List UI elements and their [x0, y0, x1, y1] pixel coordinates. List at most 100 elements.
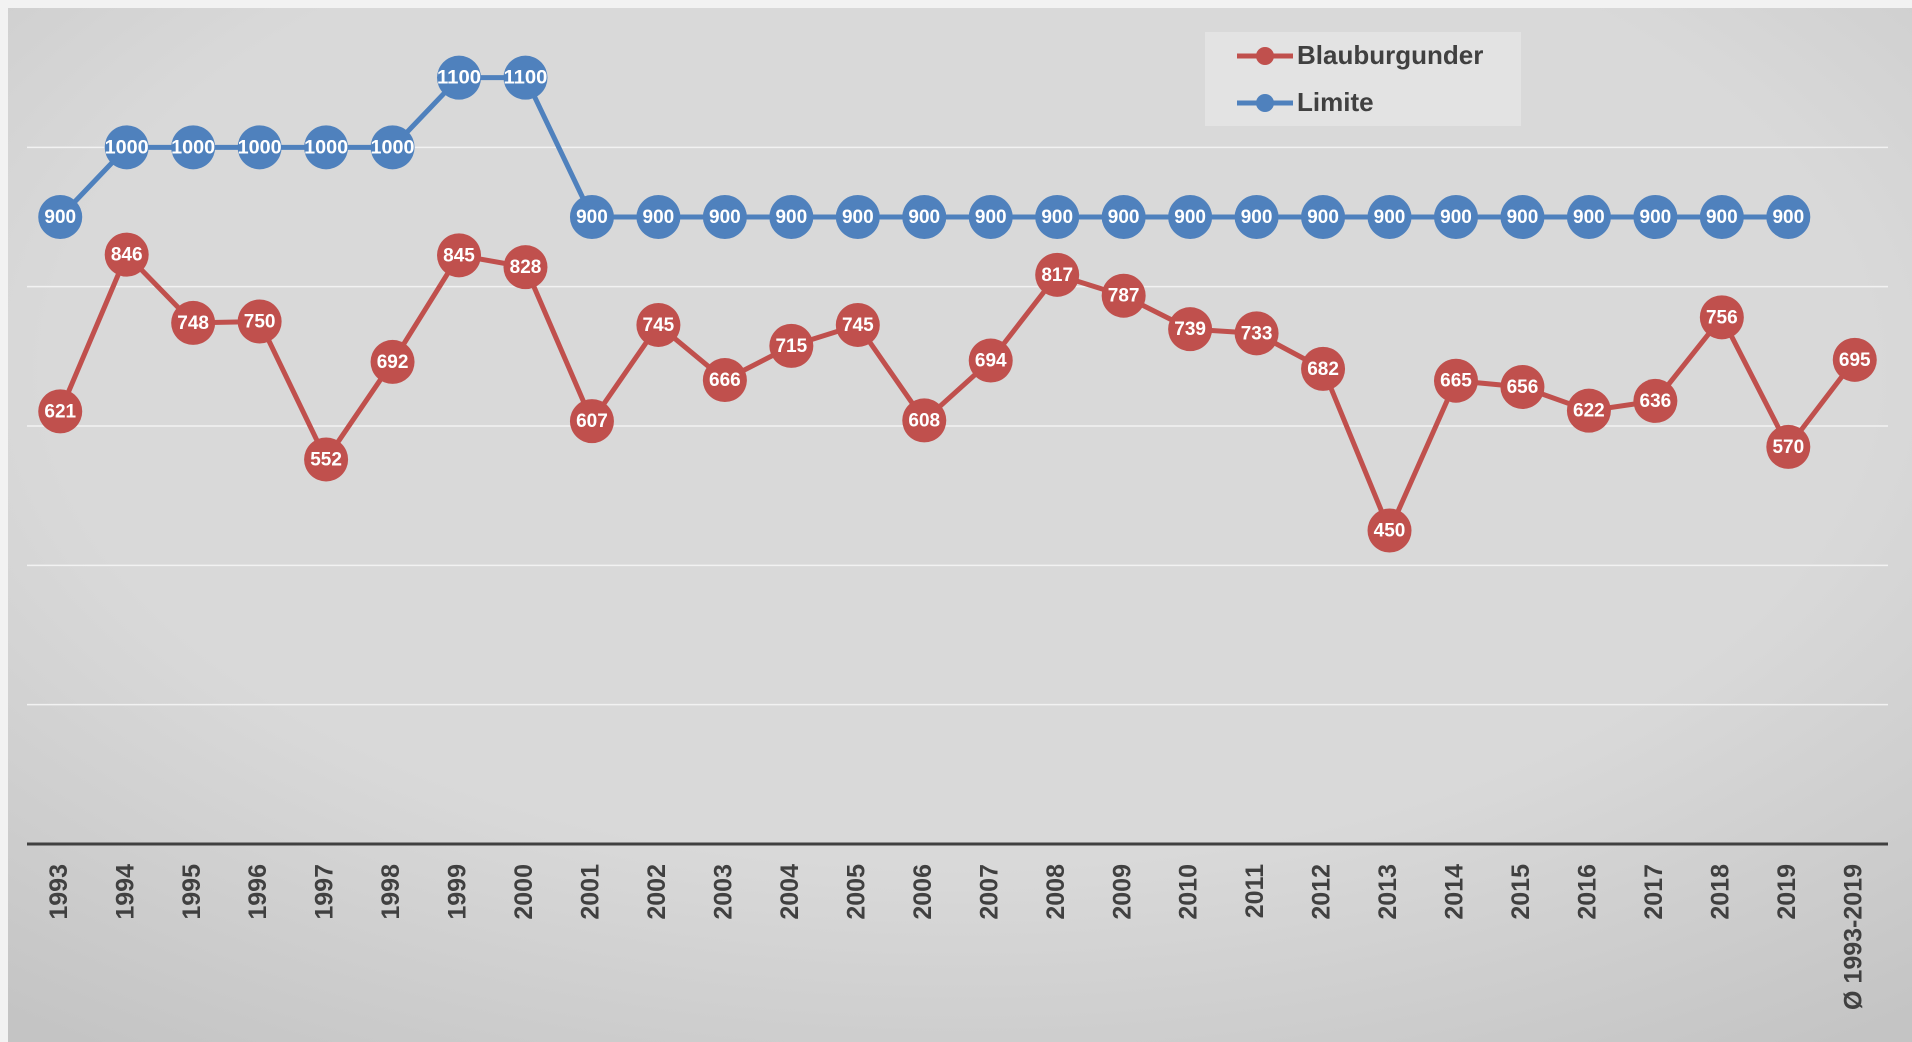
x-tick-label: 2000	[510, 864, 538, 920]
data-label: 570	[1772, 437, 1804, 458]
marker	[503, 55, 548, 100]
background	[8, 8, 1912, 1042]
marker	[370, 339, 415, 384]
x-tick-label: 2012	[1308, 864, 1336, 920]
data-label: 900	[1573, 207, 1605, 228]
x-tick-label: 2013	[1374, 864, 1402, 920]
data-label: 622	[1573, 401, 1605, 422]
marker	[370, 125, 415, 170]
data-label: 787	[1108, 286, 1140, 307]
marker	[1766, 424, 1811, 469]
marker	[1633, 378, 1678, 423]
data-label: 695	[1839, 350, 1871, 371]
marker	[104, 232, 149, 277]
x-tick-label: 2006	[909, 864, 937, 920]
x-tick-label: 2018	[1706, 864, 1734, 920]
legend-box	[1205, 32, 1521, 126]
x-tick-label: 1995	[178, 864, 206, 920]
data-label: 552	[310, 449, 342, 470]
marker	[1035, 252, 1080, 297]
data-label: 739	[1174, 319, 1206, 340]
x-tick-label: 1993	[45, 864, 73, 920]
marker	[902, 398, 947, 443]
data-label: 636	[1640, 391, 1672, 412]
marker	[1234, 195, 1279, 239]
marker	[636, 195, 681, 239]
marker	[1101, 273, 1146, 318]
marker	[702, 195, 747, 239]
data-label: 608	[908, 410, 940, 431]
data-label: 715	[775, 336, 807, 357]
marker	[769, 195, 814, 239]
x-tick-label: 2011	[1241, 864, 1269, 918]
marker	[1433, 358, 1478, 403]
data-label: 845	[443, 245, 475, 266]
data-label: 900	[44, 207, 76, 228]
x-tick-label: 2019	[1773, 864, 1801, 920]
data-label: 900	[1307, 207, 1339, 228]
marker	[636, 302, 681, 347]
x-tick-label: 2003	[709, 864, 737, 920]
x-tick-label: 2001	[577, 864, 605, 920]
marker	[237, 299, 282, 344]
marker	[1699, 195, 1744, 239]
marker	[437, 55, 482, 100]
data-label: 900	[576, 207, 608, 228]
marker	[1035, 195, 1080, 239]
x-tick-label: 2002	[643, 864, 671, 920]
x-tick-label: 2014	[1441, 864, 1469, 920]
marker	[1301, 195, 1346, 239]
x-tick-label: 2010	[1175, 864, 1203, 920]
data-label: 900	[1507, 207, 1539, 228]
marker	[171, 300, 216, 345]
data-label: 1000	[171, 137, 215, 158]
x-tick-label: 2007	[975, 864, 1003, 920]
marker	[1168, 307, 1213, 352]
data-label: 1000	[304, 137, 348, 158]
data-label: 828	[510, 257, 542, 278]
marker	[1367, 508, 1412, 553]
data-label: 682	[1307, 359, 1339, 380]
x-tick-label: 2015	[1507, 864, 1535, 920]
legend-marker	[1256, 94, 1274, 112]
data-label: 900	[643, 207, 675, 228]
marker	[304, 125, 349, 170]
marker	[1168, 195, 1213, 239]
x-tick-label: 1997	[311, 864, 339, 920]
legend-label: Blauburgunder	[1297, 40, 1483, 70]
data-label: 1000	[105, 137, 149, 158]
marker	[1500, 364, 1545, 409]
data-label: 733	[1241, 323, 1273, 344]
marker	[968, 195, 1013, 239]
data-label: 900	[775, 207, 807, 228]
marker	[702, 358, 747, 403]
data-label: 817	[1041, 265, 1073, 286]
marker	[38, 389, 83, 434]
series-line	[57, 252, 1857, 533]
data-label: 745	[842, 315, 874, 336]
data-label: 666	[709, 370, 741, 391]
marker	[1433, 195, 1478, 239]
marker	[1367, 195, 1412, 239]
data-label: 694	[975, 351, 1007, 372]
marker	[38, 195, 83, 239]
marker	[1566, 195, 1611, 239]
data-label: 900	[1640, 207, 1672, 228]
data-label: 900	[842, 207, 874, 228]
data-label: 656	[1507, 377, 1539, 398]
legend-label: Limite	[1297, 87, 1374, 117]
x-tick-label: 1999	[444, 864, 472, 920]
data-label: 748	[177, 313, 209, 334]
data-label: 900	[709, 207, 741, 228]
data-label: 900	[1374, 207, 1406, 228]
x-tick-label: 2016	[1574, 864, 1602, 920]
data-label: 621	[44, 401, 76, 422]
data-label: 745	[643, 315, 675, 336]
data-label: 900	[1706, 207, 1738, 228]
marker	[1234, 311, 1279, 356]
data-label: 450	[1374, 521, 1406, 542]
data-label: 900	[1174, 207, 1206, 228]
data-label: 607	[576, 411, 608, 432]
